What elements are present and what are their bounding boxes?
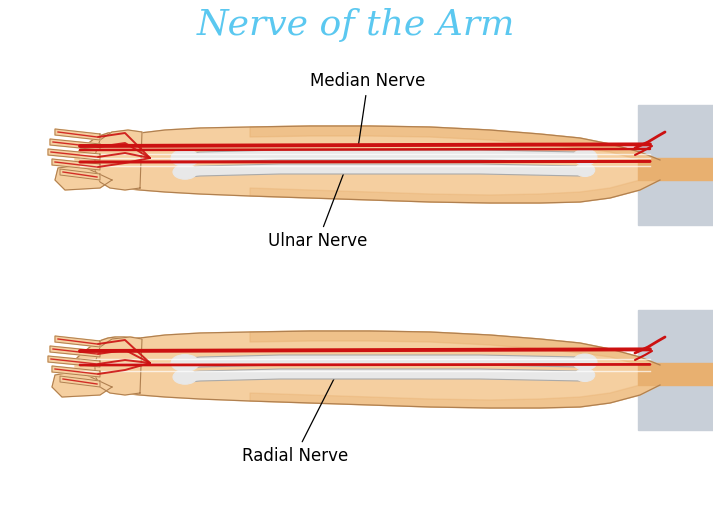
Polygon shape [250,126,660,168]
Polygon shape [52,366,100,377]
Polygon shape [48,149,100,160]
Polygon shape [120,126,660,203]
Ellipse shape [573,149,597,165]
Polygon shape [55,165,112,190]
Polygon shape [180,164,580,178]
Polygon shape [50,346,100,357]
Polygon shape [638,105,713,225]
Text: Median Nerve: Median Nerve [310,72,426,145]
Polygon shape [60,169,100,180]
Ellipse shape [173,370,197,384]
Polygon shape [60,376,100,387]
Polygon shape [120,331,660,408]
Polygon shape [55,129,100,140]
Ellipse shape [575,164,595,177]
Ellipse shape [171,149,199,167]
Polygon shape [52,371,112,397]
Polygon shape [75,337,140,393]
Polygon shape [52,159,100,170]
Polygon shape [250,377,660,408]
Polygon shape [250,172,660,203]
Polygon shape [55,336,100,347]
Polygon shape [48,356,100,367]
Text: Radial Nerve: Radial Nerve [242,370,348,465]
Ellipse shape [171,355,199,371]
Polygon shape [180,369,580,383]
Polygon shape [95,130,142,190]
Ellipse shape [173,165,197,179]
Polygon shape [250,331,660,373]
Polygon shape [75,132,140,188]
Polygon shape [180,355,580,369]
Polygon shape [638,363,713,385]
Text: Ulnar Nerve: Ulnar Nerve [268,165,368,250]
Ellipse shape [575,369,595,381]
Polygon shape [95,337,142,395]
Polygon shape [638,158,713,180]
Polygon shape [50,139,100,150]
Polygon shape [180,150,580,164]
Text: Nerve of the Arm: Nerve of the Arm [197,8,515,42]
Polygon shape [638,310,713,430]
Ellipse shape [573,354,597,370]
